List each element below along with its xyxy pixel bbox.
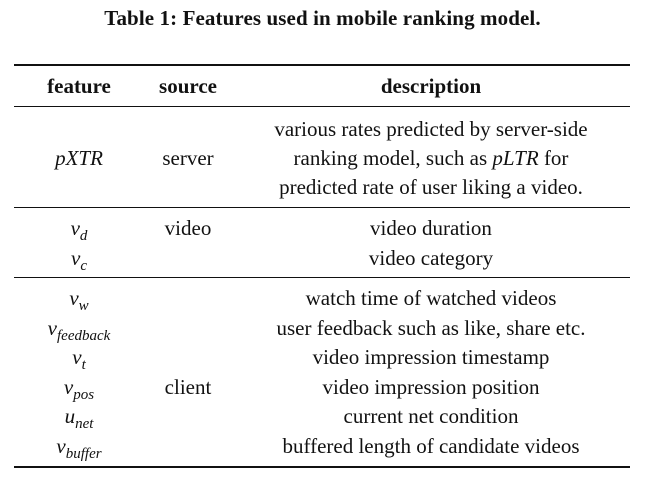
feature-symbol-base: v bbox=[56, 433, 66, 458]
feature-description: video impression timestamp bbox=[312, 345, 550, 369]
source-client: client bbox=[164, 375, 212, 399]
feature-description: buffered length of candidate videos bbox=[282, 433, 580, 458]
feature-symbol-subscript: buffer bbox=[65, 445, 102, 462]
description-pxtr-line2-pre: ranking model, such as bbox=[293, 146, 493, 170]
header-rule bbox=[14, 106, 630, 107]
description-pxtr: various rates predicted by server-side r… bbox=[232, 115, 630, 202]
header-source: source bbox=[159, 74, 217, 98]
feature-symbol-subscript: d bbox=[79, 228, 88, 244]
feature-symbol: vd bbox=[14, 214, 144, 244]
feature-symbol-subscript: t bbox=[81, 357, 86, 373]
header-description: description bbox=[380, 74, 482, 98]
feature-description: video category bbox=[368, 246, 494, 270]
feature-symbol-base: v bbox=[71, 246, 81, 270]
feature-symbol-base: v bbox=[72, 345, 82, 369]
bottom-rule bbox=[14, 466, 630, 468]
feature-symbol-base: u bbox=[64, 404, 76, 428]
top-rule bbox=[14, 64, 630, 66]
description-pxtr-line1: various rates predicted by server-side bbox=[274, 117, 588, 141]
feature-symbol: unet bbox=[14, 402, 144, 432]
feature-symbol-subscript: feedback bbox=[57, 327, 111, 344]
feature-symbol-subscript: pos bbox=[73, 386, 95, 403]
feature-symbol: vw bbox=[14, 284, 144, 314]
feature-symbol: vt bbox=[14, 343, 144, 373]
feature-symbol-base: v bbox=[47, 315, 57, 340]
feature-description: video duration bbox=[370, 216, 492, 240]
group1-rule bbox=[14, 207, 630, 208]
description-pxtr-line2: ranking model, such as pLTR for bbox=[232, 144, 630, 173]
feature-description: video impression position bbox=[322, 374, 540, 399]
source-video: video bbox=[164, 216, 212, 240]
description-pxtr-line2-post: for bbox=[538, 146, 569, 170]
feature-symbol: vfeedback bbox=[14, 314, 144, 344]
feature-pxtr: pXTR bbox=[55, 146, 103, 170]
feature-symbol: vc bbox=[14, 244, 144, 274]
feature-symbol-base: v bbox=[69, 286, 79, 310]
feature-symbol-base: v bbox=[70, 216, 80, 240]
description-pxtr-line3: predicted rate of user liking a video. bbox=[279, 175, 583, 199]
group2-rule bbox=[14, 277, 630, 278]
feature-symbol-subscript: w bbox=[78, 298, 89, 314]
feature-symbol-subscript: c bbox=[80, 258, 87, 274]
feature-description: current net condition bbox=[343, 404, 519, 428]
feature-description: user feedback such as like, share etc. bbox=[276, 315, 586, 340]
source-server: server bbox=[162, 146, 214, 170]
feature-symbol: vpos bbox=[14, 373, 144, 403]
header-feature: feature bbox=[47, 74, 111, 98]
feature-description: watch time of watched videos bbox=[305, 286, 557, 310]
feature-symbol-base: v bbox=[63, 374, 74, 399]
description-pxtr-line2-math: pLTR bbox=[492, 146, 539, 170]
feature-symbol-subscript: net bbox=[75, 416, 94, 432]
feature-symbol: vbuffer bbox=[14, 432, 144, 462]
table-caption: Table 1: Features used in mobile ranking… bbox=[104, 6, 541, 30]
